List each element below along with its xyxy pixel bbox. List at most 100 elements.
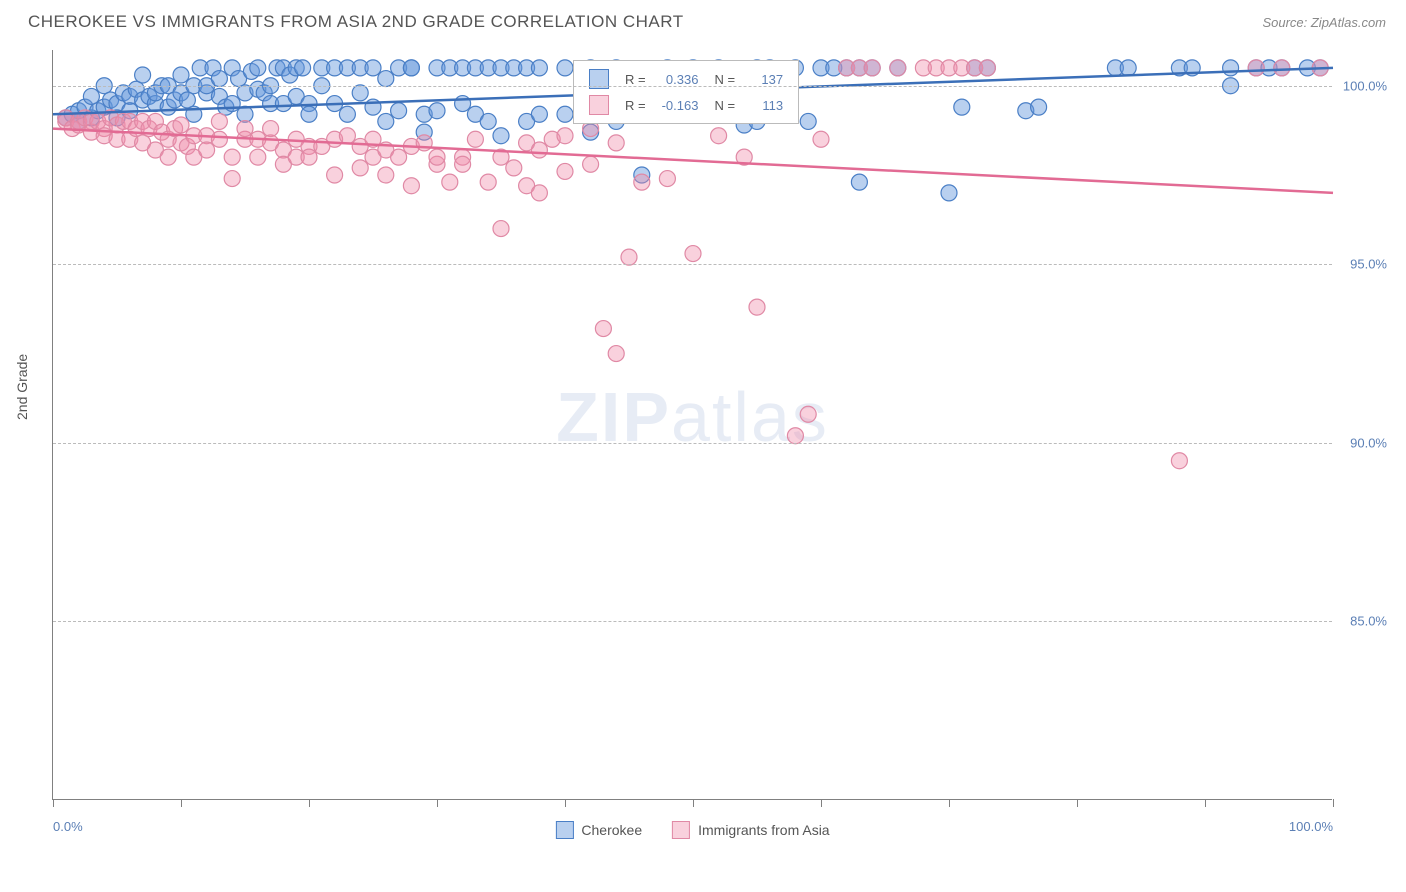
scatter-point (339, 128, 355, 144)
scatter-point (391, 103, 407, 119)
scatter-point (979, 60, 995, 76)
scatter-point (711, 128, 727, 144)
scatter-point (531, 60, 547, 76)
scatter-point (493, 128, 509, 144)
scatter-point (557, 60, 573, 76)
scatter-point (211, 71, 227, 87)
scatter-point (1223, 60, 1239, 76)
scatter-point (608, 135, 624, 151)
gridline (53, 443, 1332, 444)
scatter-point (864, 60, 880, 76)
stats-row: R =-0.163 N =113 (582, 93, 790, 117)
scatter-point (378, 167, 394, 183)
scatter-point (429, 103, 445, 119)
scatter-point (531, 142, 547, 158)
scatter-point (800, 113, 816, 129)
scatter-point (941, 185, 957, 201)
scatter-point (1120, 60, 1136, 76)
scatter-point (327, 167, 343, 183)
gridline (53, 86, 1332, 87)
scatter-svg (53, 50, 1332, 799)
y-tick-label: 90.0% (1350, 435, 1387, 450)
gridline (53, 264, 1332, 265)
x-tick-label: 100.0% (1289, 819, 1333, 834)
y-tick-label: 95.0% (1350, 257, 1387, 272)
scatter-point (1248, 60, 1264, 76)
scatter-point (557, 106, 573, 122)
scatter-point (467, 131, 483, 147)
scatter-point (378, 71, 394, 87)
y-tick-label: 100.0% (1343, 78, 1387, 93)
scatter-point (83, 88, 99, 104)
scatter-point (634, 174, 650, 190)
scatter-point (1031, 99, 1047, 115)
scatter-point (224, 149, 240, 165)
scatter-point (583, 156, 599, 172)
trend-line (53, 129, 1333, 193)
scatter-point (531, 185, 547, 201)
scatter-point (557, 128, 573, 144)
scatter-point (1171, 453, 1187, 469)
scatter-point (352, 85, 368, 101)
x-tick (1077, 799, 1078, 807)
scatter-point (250, 60, 266, 76)
stats-row: R =0.336 N =137 (582, 67, 790, 91)
chart-title: CHEROKEE VS IMMIGRANTS FROM ASIA 2ND GRA… (28, 12, 684, 32)
x-tick (53, 799, 54, 807)
scatter-point (211, 113, 227, 129)
scatter-point (173, 67, 189, 83)
scatter-point (442, 174, 458, 190)
scatter-point (211, 131, 227, 147)
scatter-point (378, 113, 394, 129)
scatter-point (954, 99, 970, 115)
source-label: Source: ZipAtlas.com (1262, 15, 1386, 30)
scatter-point (480, 174, 496, 190)
scatter-point (800, 406, 816, 422)
scatter-point (429, 149, 445, 165)
scatter-point (787, 428, 803, 444)
scatter-point (403, 178, 419, 194)
x-tick (181, 799, 182, 807)
legend-item: Cherokee (555, 821, 642, 839)
scatter-point (339, 106, 355, 122)
x-tick (1205, 799, 1206, 807)
scatter-point (621, 249, 637, 265)
scatter-point (224, 171, 240, 187)
scatter-point (1274, 60, 1290, 76)
x-tick (821, 799, 822, 807)
scatter-point (659, 171, 675, 187)
scatter-point (608, 346, 624, 362)
x-tick (565, 799, 566, 807)
scatter-point (749, 299, 765, 315)
legend-item: Immigrants from Asia (672, 821, 829, 839)
x-tick (949, 799, 950, 807)
x-tick (309, 799, 310, 807)
scatter-point (391, 149, 407, 165)
x-tick (1333, 799, 1334, 807)
scatter-point (250, 149, 266, 165)
scatter-point (160, 149, 176, 165)
scatter-point (685, 246, 701, 262)
scatter-point (135, 67, 151, 83)
correlation-legend: R =0.336 N =137 R =-0.163 N =113 (573, 60, 799, 124)
scatter-point (493, 221, 509, 237)
scatter-point (531, 106, 547, 122)
scatter-point (595, 321, 611, 337)
y-axis-label: 2nd Grade (14, 354, 30, 420)
scatter-point (295, 60, 311, 76)
scatter-point (352, 160, 368, 176)
scatter-point (263, 121, 279, 137)
y-tick-label: 85.0% (1350, 614, 1387, 629)
chart-plot-area: ZIPatlas R =0.336 N =137 R =-0.163 N =11… (52, 50, 1332, 800)
scatter-point (455, 96, 471, 112)
scatter-point (890, 60, 906, 76)
scatter-point (301, 106, 317, 122)
x-tick (693, 799, 694, 807)
scatter-point (455, 156, 471, 172)
scatter-point (199, 142, 215, 158)
gridline (53, 621, 1332, 622)
scatter-point (813, 131, 829, 147)
x-tick-label: 0.0% (53, 819, 83, 834)
scatter-point (365, 60, 381, 76)
scatter-point (506, 160, 522, 176)
